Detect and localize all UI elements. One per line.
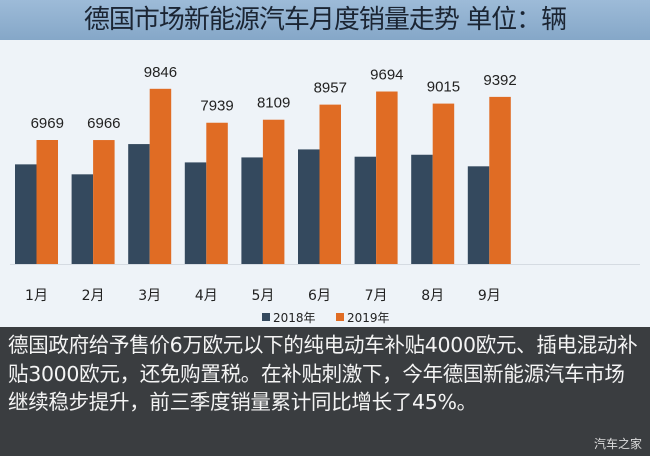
data-label: 6966 xyxy=(87,115,120,132)
bar-chart: 6969 1月 6966 2月 9846 3月 7939 4月 8109 5月 8957 6月 9694… xyxy=(10,64,640,325)
brand-watermark: 汽车之家 xyxy=(593,437,642,451)
bar-2019年-4月 xyxy=(206,122,228,264)
legend-swatch xyxy=(336,313,344,321)
bar-2019年-5月 xyxy=(262,119,285,264)
x-tick-label: 3月 xyxy=(138,288,161,304)
bar-2019年-9月 xyxy=(489,96,511,264)
bar-2018年-4月 xyxy=(184,162,207,264)
data-label: 7939 xyxy=(200,98,233,115)
data-label: 6969 xyxy=(31,115,64,132)
x-tick-label: 4月 xyxy=(195,288,218,304)
bar-2018年-5月 xyxy=(241,157,263,264)
bar-2019年-6月 xyxy=(319,104,341,264)
data-label: 9392 xyxy=(483,72,516,89)
bar-2019年-2月 xyxy=(93,140,115,264)
x-tick-label: 6月 xyxy=(308,288,331,304)
legend-swatch xyxy=(262,313,270,321)
bar-2018年-7月 xyxy=(354,156,377,264)
chart-title: 德国市场新能源汽车月度销量走势 单位：辆 xyxy=(0,0,650,40)
legend-label: 2019年 xyxy=(347,311,390,325)
bar-2018年-6月 xyxy=(298,149,320,264)
x-tick-label: 8月 xyxy=(421,288,444,304)
bar-2018年-9月 xyxy=(467,166,490,264)
x-tick-label: 1月 xyxy=(25,288,48,304)
bar-2018年-1月 xyxy=(15,164,37,264)
bar-2018年-8月 xyxy=(411,154,433,264)
data-label: 9015 xyxy=(427,79,460,96)
x-tick-label: 9月 xyxy=(478,288,501,304)
x-tick-label: 2月 xyxy=(82,288,105,304)
bar-2019年-3月 xyxy=(149,88,172,264)
data-label: 8109 xyxy=(257,95,290,112)
data-label: 9846 xyxy=(144,64,177,81)
data-label: 8957 xyxy=(314,80,347,97)
bar-2018年-2月 xyxy=(71,174,94,264)
note-text: 德国政府给予售价6万欧元以下的纯电动车补贴4000欧元、插电混动补贴3000欧元… xyxy=(8,333,638,414)
description-text: 德国政府给予售价6万欧元以下的纯电动车补贴4000欧元、插电混动补贴3000欧元… xyxy=(0,327,650,456)
data-label: 9694 xyxy=(370,67,403,84)
bar-2019年-8月 xyxy=(432,103,455,264)
bar-2018年-3月 xyxy=(128,144,150,264)
legend-label: 2018年 xyxy=(273,311,316,325)
bar-2019年-7月 xyxy=(376,91,398,264)
x-tick-label: 7月 xyxy=(365,288,388,304)
x-tick-label: 5月 xyxy=(251,288,274,304)
bar-2019年-1月 xyxy=(36,140,58,264)
